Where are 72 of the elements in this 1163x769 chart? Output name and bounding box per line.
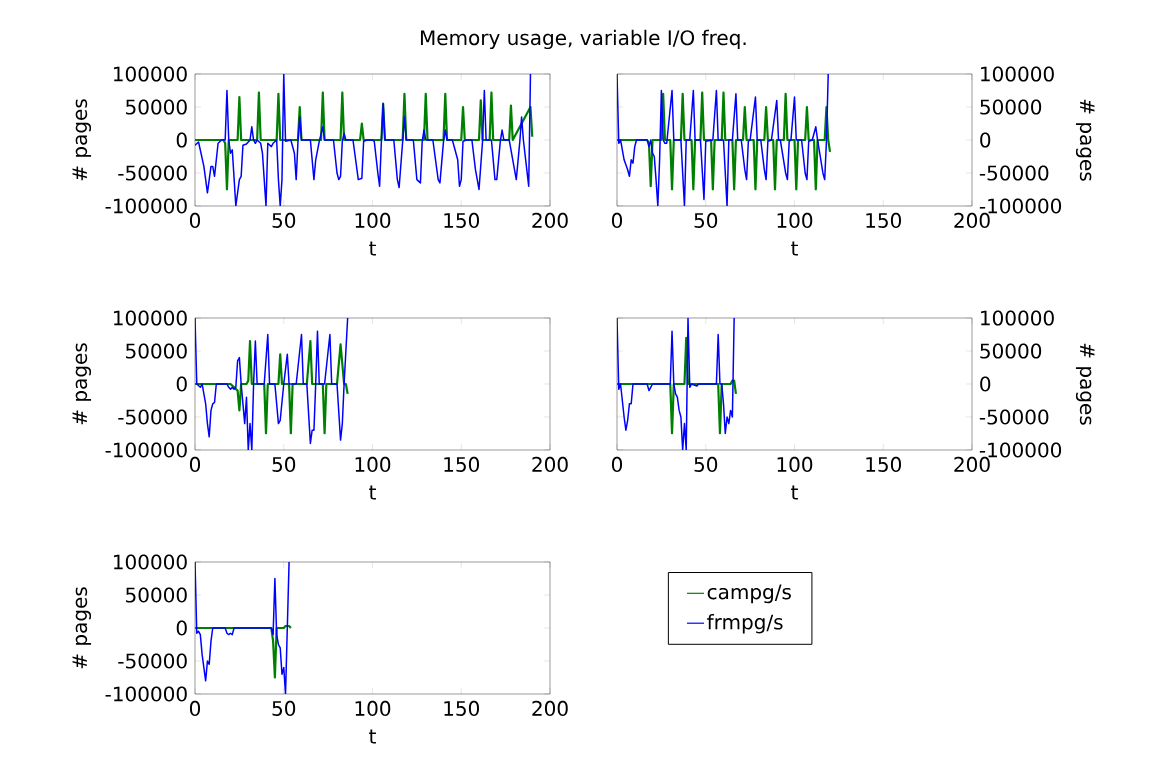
x-axis-title: t — [791, 241, 798, 256]
x-tick-label: 150 — [866, 212, 902, 228]
y-tick-label: -50000 — [118, 165, 187, 181]
y-tick-label: -50000 — [118, 409, 187, 425]
x-tick-label: 0 — [189, 212, 201, 228]
y-tick-label: 100000 — [981, 310, 1054, 326]
x-tick-label: 200 — [954, 456, 990, 472]
x-axis-title: t — [791, 485, 798, 500]
x-tick-label: 150 — [866, 456, 902, 472]
x-tick-label: 200 — [532, 700, 568, 716]
y-tick-label: 0 — [176, 376, 187, 392]
y-tick-label: -100000 — [979, 442, 1062, 458]
x-tick-label: 100 — [355, 456, 391, 472]
x-tick-label: 50 — [272, 212, 296, 228]
x-tick-label: 200 — [954, 212, 990, 228]
x-tick-label: 50 — [272, 700, 296, 716]
line-series — [195, 339, 349, 435]
y-tick-label: -100000 — [105, 198, 187, 214]
y-tick-label: 50000 — [126, 343, 187, 359]
y-tick-label: 100000 — [113, 66, 187, 82]
y-tick-label: 100000 — [981, 66, 1054, 82]
y-tick-label: 0 — [176, 620, 187, 636]
line-series — [195, 561, 290, 694]
y-tick-label: 50000 — [980, 99, 1042, 115]
y-tick-label: 0 — [980, 376, 991, 392]
x-tick-label: 150 — [444, 456, 480, 472]
y-tick-label: -100000 — [979, 198, 1062, 214]
x-axis-title: t — [369, 729, 376, 744]
legend-label: campg/s — [707, 584, 791, 604]
legend-label: frmpg/s — [707, 614, 783, 634]
line-series — [617, 336, 738, 435]
x-tick-label: 100 — [777, 456, 813, 472]
y-tick-label: -50000 — [979, 165, 1049, 181]
x-tick-label: 0 — [611, 456, 623, 472]
y-axis-title: # pages — [1075, 99, 1095, 181]
y-tick-label: 50000 — [126, 99, 187, 115]
y-tick-label: 100000 — [113, 554, 187, 570]
line-series — [617, 317, 735, 450]
y-axis-title: # pages — [72, 99, 92, 181]
y-tick-label: -100000 — [105, 686, 187, 702]
line-series — [617, 73, 829, 206]
x-tick-label: 100 — [777, 212, 813, 228]
y-axis-title: # pages — [1075, 343, 1095, 425]
y-tick-label: 100000 — [113, 310, 187, 326]
x-tick-label: 0 — [611, 212, 623, 228]
x-tick-label: 200 — [532, 456, 568, 472]
x-tick-label: 150 — [444, 700, 480, 716]
x-tick-label: 100 — [355, 700, 391, 716]
line-series — [195, 73, 532, 206]
x-tick-label: 50 — [694, 456, 718, 472]
x-tick-label: 50 — [272, 456, 296, 472]
x-tick-label: 50 — [694, 212, 718, 228]
x-tick-label: 0 — [189, 456, 201, 472]
x-tick-label: 0 — [189, 700, 201, 716]
line-series — [195, 317, 349, 450]
y-tick-label: 0 — [980, 132, 991, 148]
y-tick-label: 50000 — [980, 343, 1042, 359]
x-tick-label: 150 — [444, 212, 480, 228]
y-tick-label: -50000 — [118, 653, 187, 669]
y-axis-title: # pages — [72, 587, 92, 669]
x-axis-title: t — [369, 241, 376, 256]
line-series — [617, 91, 832, 191]
y-tick-label: 50000 — [126, 587, 187, 603]
x-tick-label: 200 — [532, 212, 568, 228]
x-tick-label: 100 — [355, 212, 391, 228]
y-tick-label: -100000 — [105, 442, 187, 458]
y-axis-title: # pages — [72, 343, 92, 425]
line-series — [195, 91, 534, 191]
x-axis-title: t — [369, 485, 376, 500]
y-tick-label: 0 — [176, 132, 187, 148]
y-tick-label: -50000 — [979, 409, 1049, 425]
chart-title: Memory usage, variable I/O freq. — [420, 29, 746, 50]
